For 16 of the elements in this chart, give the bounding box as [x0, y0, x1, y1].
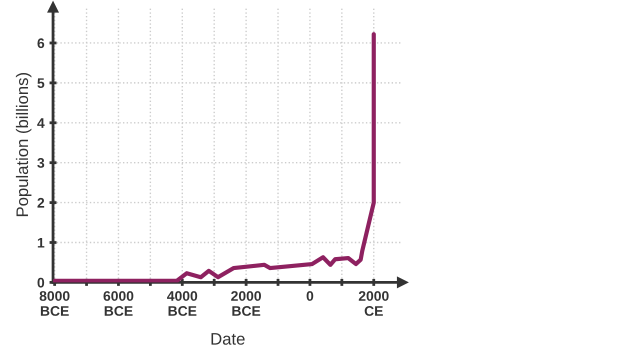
line-series	[53, 32, 376, 282]
x-tick-label: 0	[306, 291, 314, 301]
x-tick-label: 6000 BCE	[104, 291, 134, 316]
y-tick-label: 1	[38, 238, 44, 248]
y-tick-label: 5	[37, 78, 44, 88]
y-axis-title: Population (billions)	[16, 73, 32, 216]
x-axis-title: Date	[212, 333, 245, 345]
y-tick-label: 3	[37, 158, 44, 168]
x-tick-label: 2000 BCE	[231, 291, 261, 316]
y-tick-label: 2	[37, 198, 44, 208]
x-tick-label: 4000 BCE	[167, 291, 198, 316]
y-tick-label: 0	[38, 278, 44, 288]
y-tick-label: 6	[37, 38, 44, 48]
x-tick-label: 2000 CE	[358, 291, 389, 316]
y-tick-label: 4	[37, 118, 45, 128]
x-tick-label: 8000 BCE	[40, 291, 70, 316]
